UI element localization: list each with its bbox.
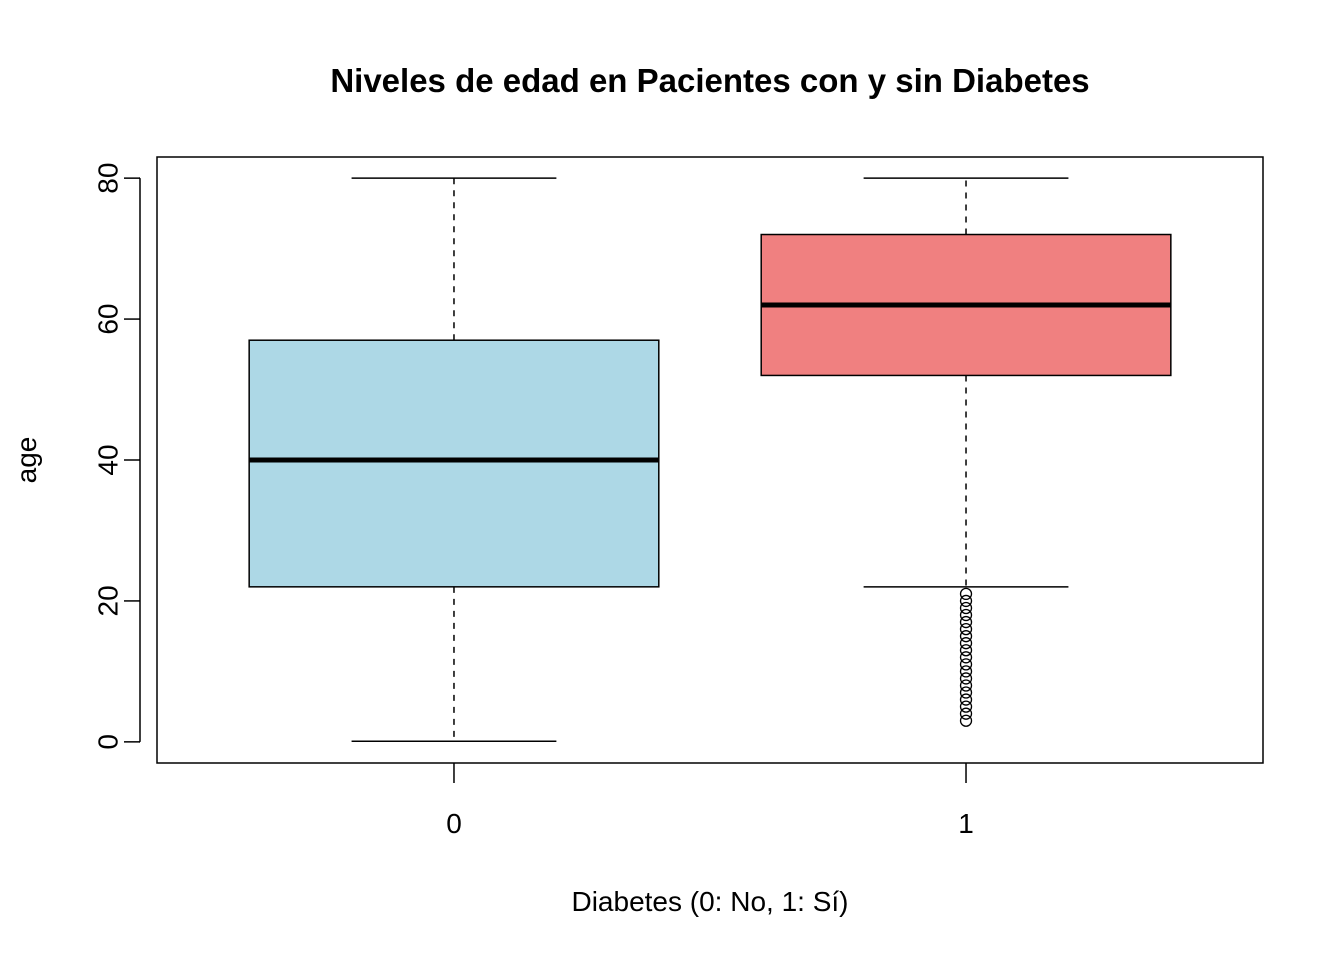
outlier-1-12	[959, 630, 973, 643]
y-axis-label: age	[11, 437, 42, 484]
outlier-1-14	[959, 615, 973, 629]
outlier-1-13	[959, 622, 973, 636]
outlier-1-5	[959, 679, 973, 692]
outlier-1-0	[959, 714, 973, 727]
outlier-1-2	[959, 700, 973, 713]
box-1	[760, 177, 1172, 727]
outlier-1-9	[959, 651, 973, 664]
outlier-1-3	[959, 693, 973, 706]
outlier-1-11	[959, 637, 973, 650]
box-0	[248, 177, 660, 743]
outlier-1-7	[959, 665, 973, 678]
x-tick-label-0: 0	[446, 808, 462, 839]
outlier-1-8	[959, 658, 973, 671]
outlier-1-4	[959, 686, 973, 699]
y-tick-label-80: 80	[93, 163, 124, 194]
outlier-1-6	[959, 672, 973, 685]
outlier-1-18	[959, 587, 973, 601]
x-axis-label: Diabetes (0: No, 1: Sí)	[571, 886, 848, 917]
outlier-1-1	[959, 707, 973, 720]
x-tick-label-1: 1	[958, 808, 974, 839]
y-tick-label-40: 40	[93, 444, 124, 475]
plot-frame	[156, 156, 1264, 764]
outlier-1-17	[959, 594, 973, 608]
outlier-1-15	[959, 608, 973, 622]
boxes-group	[248, 177, 1172, 743]
chart-title: Niveles de edad en Pacientes con y sin D…	[330, 62, 1089, 99]
y-tick-label-0: 0	[93, 734, 124, 750]
y-tick-label-20: 20	[93, 585, 124, 616]
outlier-1-10	[959, 644, 973, 657]
box-iqr-0	[248, 339, 660, 588]
outlier-1-16	[959, 601, 973, 615]
y-tick-label-60: 60	[93, 303, 124, 334]
y-axis: 0 20 40 60 80	[93, 163, 141, 750]
